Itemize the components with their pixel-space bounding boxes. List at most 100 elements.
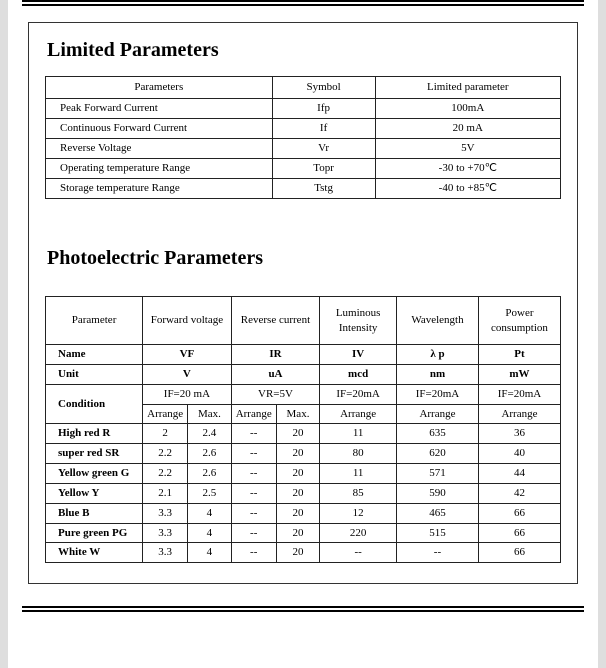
th-iv: Luminous Intensity [320, 297, 397, 345]
cell: 2.1 [143, 483, 188, 503]
table-row: Reverse Voltage Vr 5V [46, 139, 561, 159]
unit-label: Unit [46, 364, 143, 384]
cell: 80 [320, 444, 397, 464]
cell: IV [320, 345, 397, 365]
cell: 635 [397, 424, 479, 444]
th-symbol: Symbol [272, 77, 375, 99]
cell: mW [478, 364, 560, 384]
table-row: Storage temperature Range Tstg -40 to +8… [46, 179, 561, 199]
cell: Topr [272, 159, 375, 179]
cell: -- [231, 503, 276, 523]
cell: VR=5V [231, 384, 320, 404]
cell: Operating temperature Range [46, 159, 273, 179]
cell: 42 [478, 483, 560, 503]
cell: Peak Forward Current [46, 99, 273, 119]
cell: -- [231, 483, 276, 503]
cell: Max. [276, 404, 320, 424]
cell: 66 [478, 523, 560, 543]
th-pt: Power consumption [478, 297, 560, 345]
cell: IF=20mA [478, 384, 560, 404]
table-row: Operating temperature Range Topr -30 to … [46, 159, 561, 179]
th-ir: Reverse current [231, 297, 320, 345]
cell: 3.3 [143, 503, 188, 523]
cell: 2.6 [188, 444, 232, 464]
cell: High red R [46, 424, 143, 444]
cell: 20 [276, 523, 320, 543]
cell: 11 [320, 424, 397, 444]
cell: V [143, 364, 232, 384]
section2-title: Photoelectric Parameters [47, 247, 561, 270]
cell: 590 [397, 483, 479, 503]
cell: -30 to +70℃ [375, 159, 560, 179]
cell: IF=20mA [397, 384, 479, 404]
cell: Pure green PG [46, 523, 143, 543]
table-row: Yellow Y 2.1 2.5 -- 20 85 590 42 [46, 483, 561, 503]
cell: 3.3 [143, 523, 188, 543]
cell: -- [231, 464, 276, 484]
cell: 2.2 [143, 464, 188, 484]
cell: 2 [143, 424, 188, 444]
cell: 66 [478, 543, 560, 563]
cell: Arrange [320, 404, 397, 424]
table-header-row: Parameters Symbol Limited parameter [46, 77, 561, 99]
th-parameter: Parameter [46, 297, 143, 345]
top-rule [22, 0, 584, 6]
cell: 3.3 [143, 543, 188, 563]
limited-parameters-table: Parameters Symbol Limited parameter Peak… [45, 76, 561, 199]
cell: λ p [397, 345, 479, 365]
cell: 2.2 [143, 444, 188, 464]
cell: 20 [276, 503, 320, 523]
cell: Yellow Y [46, 483, 143, 503]
cell: 36 [478, 424, 560, 444]
cell: -- [231, 523, 276, 543]
cell: 2.6 [188, 464, 232, 484]
cell: 4 [188, 543, 232, 563]
cell: 20 [276, 543, 320, 563]
cell: IF=20mA [320, 384, 397, 404]
photoelectric-parameters-table: Parameter Forward voltage Reverse curren… [45, 296, 561, 563]
cell: 12 [320, 503, 397, 523]
section1-title: Limited Parameters [47, 39, 561, 62]
cell: Continuous Forward Current [46, 119, 273, 139]
cell: 20 [276, 444, 320, 464]
cell: nm [397, 364, 479, 384]
th-vf: Forward voltage [143, 297, 232, 345]
th-parameters: Parameters [46, 77, 273, 99]
cell: 66 [478, 503, 560, 523]
cell: 100mA [375, 99, 560, 119]
content-box: Limited Parameters Parameters Symbol Lim… [28, 22, 578, 584]
cell: 220 [320, 523, 397, 543]
cell: Storage temperature Range [46, 179, 273, 199]
cell: If [272, 119, 375, 139]
cell: 4 [188, 503, 232, 523]
cell: Tstg [272, 179, 375, 199]
cell: 40 [478, 444, 560, 464]
cell: VF [143, 345, 232, 365]
th-wl: Wavelength [397, 297, 479, 345]
table-row: Name VF IR IV λ p Pt [46, 345, 561, 365]
cell: Max. [188, 404, 232, 424]
cell: super red SR [46, 444, 143, 464]
cell: 85 [320, 483, 397, 503]
cell: 20 [276, 464, 320, 484]
cell: Vr [272, 139, 375, 159]
cell: 11 [320, 464, 397, 484]
page: Limited Parameters Parameters Symbol Lim… [8, 0, 598, 668]
cell: -- [231, 444, 276, 464]
bottom-rule [22, 606, 584, 612]
cell: 465 [397, 503, 479, 523]
table-row: Peak Forward Current Ifp 100mA [46, 99, 561, 119]
cell: 4 [188, 523, 232, 543]
table-row: High red R 2 2.4 -- 20 11 635 36 [46, 424, 561, 444]
table-row: Continuous Forward Current If 20 mA [46, 119, 561, 139]
cell: White W [46, 543, 143, 563]
cell: Arrange [143, 404, 188, 424]
cell: IF=20 mA [143, 384, 232, 404]
condition-label: Condition [46, 384, 143, 424]
table-row: super red SR 2.2 2.6 -- 20 80 620 40 [46, 444, 561, 464]
table-row: Blue B 3.3 4 -- 20 12 465 66 [46, 503, 561, 523]
table-row: White W 3.3 4 -- 20 -- -- 66 [46, 543, 561, 563]
cell: -40 to +85℃ [375, 179, 560, 199]
cell: Arrange [397, 404, 479, 424]
cell: uA [231, 364, 320, 384]
